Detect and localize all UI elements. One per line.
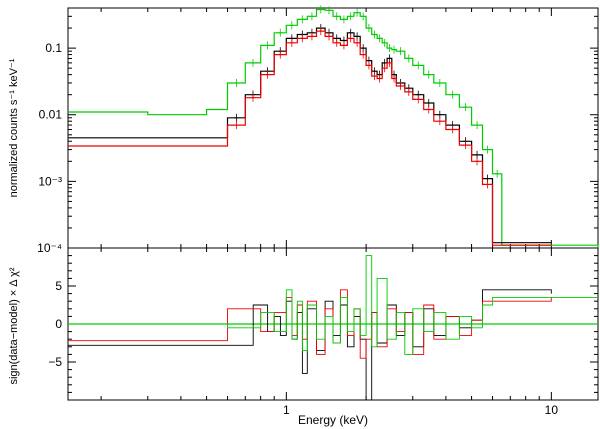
top-y-tick-label: 0.1 bbox=[45, 41, 62, 55]
top-y-tick-label: 0.01 bbox=[39, 108, 63, 122]
spectrum-series bbox=[68, 5, 599, 248]
top-y-tick-label: 10⁻⁴ bbox=[37, 241, 62, 255]
residual-series bbox=[68, 255, 598, 355]
bottom-y-axis-label: sign(data−model) × Δ χ² bbox=[8, 267, 20, 384]
series-line bbox=[68, 255, 598, 355]
x-tick-label: 10 bbox=[545, 403, 559, 417]
residual-series bbox=[68, 289, 552, 401]
axis-labels: normalized counts s⁻¹ keV⁻¹ sign(data−mo… bbox=[8, 58, 368, 427]
spectrum-series bbox=[68, 24, 552, 244]
spectrum-panel: 0.1 0.01 10⁻³ 10⁻⁴ bbox=[37, 5, 599, 255]
series-line bbox=[68, 289, 552, 401]
series-line bbox=[68, 27, 552, 244]
top-y-axis-label: normalized counts s⁻¹ keV⁻¹ bbox=[8, 58, 20, 197]
spectrum-series bbox=[68, 27, 552, 246]
bottom-y-tick-label: 0 bbox=[55, 317, 62, 331]
bottom-y-tick-label: 5 bbox=[55, 279, 62, 293]
x-axis-label: Energy (keV) bbox=[298, 413, 368, 427]
x-tick-label: 1 bbox=[283, 403, 290, 417]
series-line bbox=[68, 8, 599, 248]
bottom-y-tick-label: −5 bbox=[48, 355, 62, 369]
residual-panel: 5 0 −5 1 10 bbox=[48, 247, 599, 417]
top-plot-frame bbox=[67, 7, 599, 249]
top-y-tick-label: 10⁻³ bbox=[38, 174, 62, 188]
